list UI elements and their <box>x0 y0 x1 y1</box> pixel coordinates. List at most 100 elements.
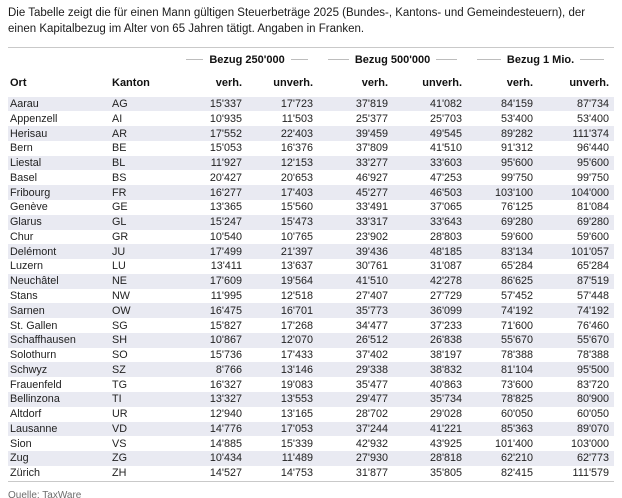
cell-amount: 17'433 <box>280 349 314 362</box>
cell-amount: 16'701 <box>280 304 314 317</box>
cell-amount: 16'475 <box>209 304 242 317</box>
cell-amount: 41'510 <box>429 142 463 155</box>
cell-amount: 33'643 <box>429 216 463 229</box>
table-row: Fribourg FR 16'277 17'403 45'277 46'503 103'10… <box>8 185 615 201</box>
cell-amount: 87'519 <box>576 275 610 288</box>
cell-ort: Solothurn <box>10 349 57 362</box>
cell-amount: 55'670 <box>576 334 610 347</box>
cell-amount: 35'734 <box>429 393 463 406</box>
cell-amount: 17'552 <box>209 127 242 140</box>
column-header-row: Ort Kanton verh. unverh. verh. unverh. v… <box>8 68 614 97</box>
cell-amount: 103'100 <box>494 186 534 199</box>
cell-amount: 37'233 <box>429 319 463 332</box>
table-description: Die Tabelle zeigt die für einen Mann gül… <box>8 7 586 36</box>
cell-amount: 95'500 <box>576 363 610 376</box>
cell-amount: 15'337 <box>209 98 242 111</box>
cell-amount: 33'317 <box>355 216 389 229</box>
cell-amount: 78'388 <box>500 349 534 362</box>
cell-amount: 47'253 <box>429 171 463 184</box>
cell-amount: 38'832 <box>429 363 463 376</box>
table-row: Zug ZG 10'434 11'489 27'930 28'818 62'210 62'77… <box>8 451 615 466</box>
cell-amount: 89'070 <box>576 422 610 435</box>
group-rule-right <box>580 59 605 61</box>
cell-amount: 62'210 <box>500 452 534 465</box>
cell-amount: 86'625 <box>500 275 534 288</box>
column-group-row: Bezug 250'000 Bezug 500'000 Bezug 1 Mio. <box>8 47 614 68</box>
table-row: Frauenfeld TG 16'327 19'083 35'477 40'863 73'6… <box>8 377 614 392</box>
cell-amount: 17'403 <box>280 186 314 199</box>
column-header-verh-500k: verh. <box>361 76 389 89</box>
cell-amount: 39'459 <box>355 127 389 140</box>
table-row: Liestal BL 11'927 12'153 33'277 33'603 95'600 9… <box>8 155 615 171</box>
cell-ort: Altdorf <box>10 408 42 421</box>
cell-amount: 11'995 <box>210 289 242 302</box>
cell-amount: 55'670 <box>500 334 534 347</box>
cell-ort: Bern <box>10 142 33 155</box>
cell-amount: 33'491 <box>355 201 389 214</box>
cell-amount: 38'197 <box>429 349 463 362</box>
cell-kanton: NW <box>112 289 130 302</box>
cell-amount: 12'940 <box>209 408 242 421</box>
column-group-label: Bezug 1 Mio. <box>506 53 575 66</box>
cell-ort: Frauenfeld <box>10 378 62 391</box>
cell-amount: 13'146 <box>280 363 314 376</box>
cell-ort: Appenzell <box>10 112 58 125</box>
cell-ort: Fribourg <box>10 186 51 199</box>
cell-amount: 41'082 <box>429 98 463 111</box>
cell-amount: 28'818 <box>429 452 463 465</box>
group-rule-right <box>290 59 309 61</box>
cell-amount: 14'885 <box>209 437 242 450</box>
cell-amount: 27'930 <box>355 452 389 465</box>
cell-amount: 59'600 <box>576 230 610 243</box>
cell-ort: St. Gallen <box>10 319 58 332</box>
cell-amount: 10'540 <box>209 230 242 243</box>
cell-amount: 46'503 <box>429 186 463 199</box>
cell-amount: 16'327 <box>209 378 242 391</box>
cell-amount: 25'703 <box>429 112 463 125</box>
cell-amount: 19'564 <box>280 275 314 288</box>
cell-amount: 16'277 <box>209 186 242 199</box>
cell-amount: 35'477 <box>355 378 389 391</box>
cell-ort: Schwyz <box>10 363 48 376</box>
cell-amount: 84'159 <box>500 98 534 111</box>
table-row: Herisau AR 17'552 22'403 39'459 49'545 89'282 1… <box>8 126 615 141</box>
cell-kanton: GE <box>112 201 128 214</box>
cell-amount: 31'877 <box>355 467 389 480</box>
cell-amount: 8'766 <box>215 363 242 376</box>
cell-amount: 26'512 <box>355 334 389 347</box>
table-row: St. Gallen SG 15'827 17'268 34'477 37'233 71'6… <box>8 318 614 333</box>
cell-amount: 69'280 <box>576 216 610 229</box>
column-header-kanton: Kanton <box>112 76 150 89</box>
cell-amount: 35'773 <box>355 304 389 317</box>
cell-amount: 76'125 <box>500 201 534 214</box>
cell-amount: 17'499 <box>209 245 242 258</box>
cell-amount: 37'819 <box>355 98 389 111</box>
table-row: Stans NW 11'995 12'518 27'407 27'729 57'452 57'… <box>8 289 614 304</box>
cell-amount: 14'776 <box>209 422 242 435</box>
cell-amount: 65'284 <box>576 260 610 273</box>
table-head: Bezug 250'000 Bezug 500'000 Bezug 1 Mio. <box>8 47 614 97</box>
group-rule-right <box>436 59 458 61</box>
table-row: Aarau AG 15'337 17'723 37'819 41'082 84'159 87'… <box>8 96 615 112</box>
cell-kanton: SZ <box>112 363 126 376</box>
column-header-unverh-500k: unverh. <box>422 76 463 89</box>
column-header-unverh-250k: unverh. <box>273 76 314 89</box>
cell-amount: 22'403 <box>280 127 314 140</box>
cell-amount: 41'510 <box>355 275 389 288</box>
cell-ort: Glarus <box>10 216 42 229</box>
cell-amount: 104'000 <box>570 186 610 199</box>
cell-amount: 59'600 <box>500 230 534 243</box>
cell-amount: 30'761 <box>355 260 389 273</box>
cell-amount: 48'185 <box>429 245 463 258</box>
cell-amount: 60'050 <box>576 408 610 421</box>
cell-kanton: BE <box>112 142 127 155</box>
cell-amount: 91'312 <box>500 142 534 155</box>
cell-amount: 95'600 <box>576 157 610 170</box>
table-row: Bern BE 15'053 16'376 37'809 41'510 91'312 96'4… <box>8 141 614 156</box>
cell-amount: 17'053 <box>280 422 314 435</box>
cell-amount: 46'927 <box>355 171 389 184</box>
cell-amount: 78'388 <box>576 349 610 362</box>
cell-amount: 99'750 <box>576 171 610 184</box>
cell-ort: Liestal <box>10 157 42 170</box>
cell-ort: Stans <box>10 289 38 302</box>
